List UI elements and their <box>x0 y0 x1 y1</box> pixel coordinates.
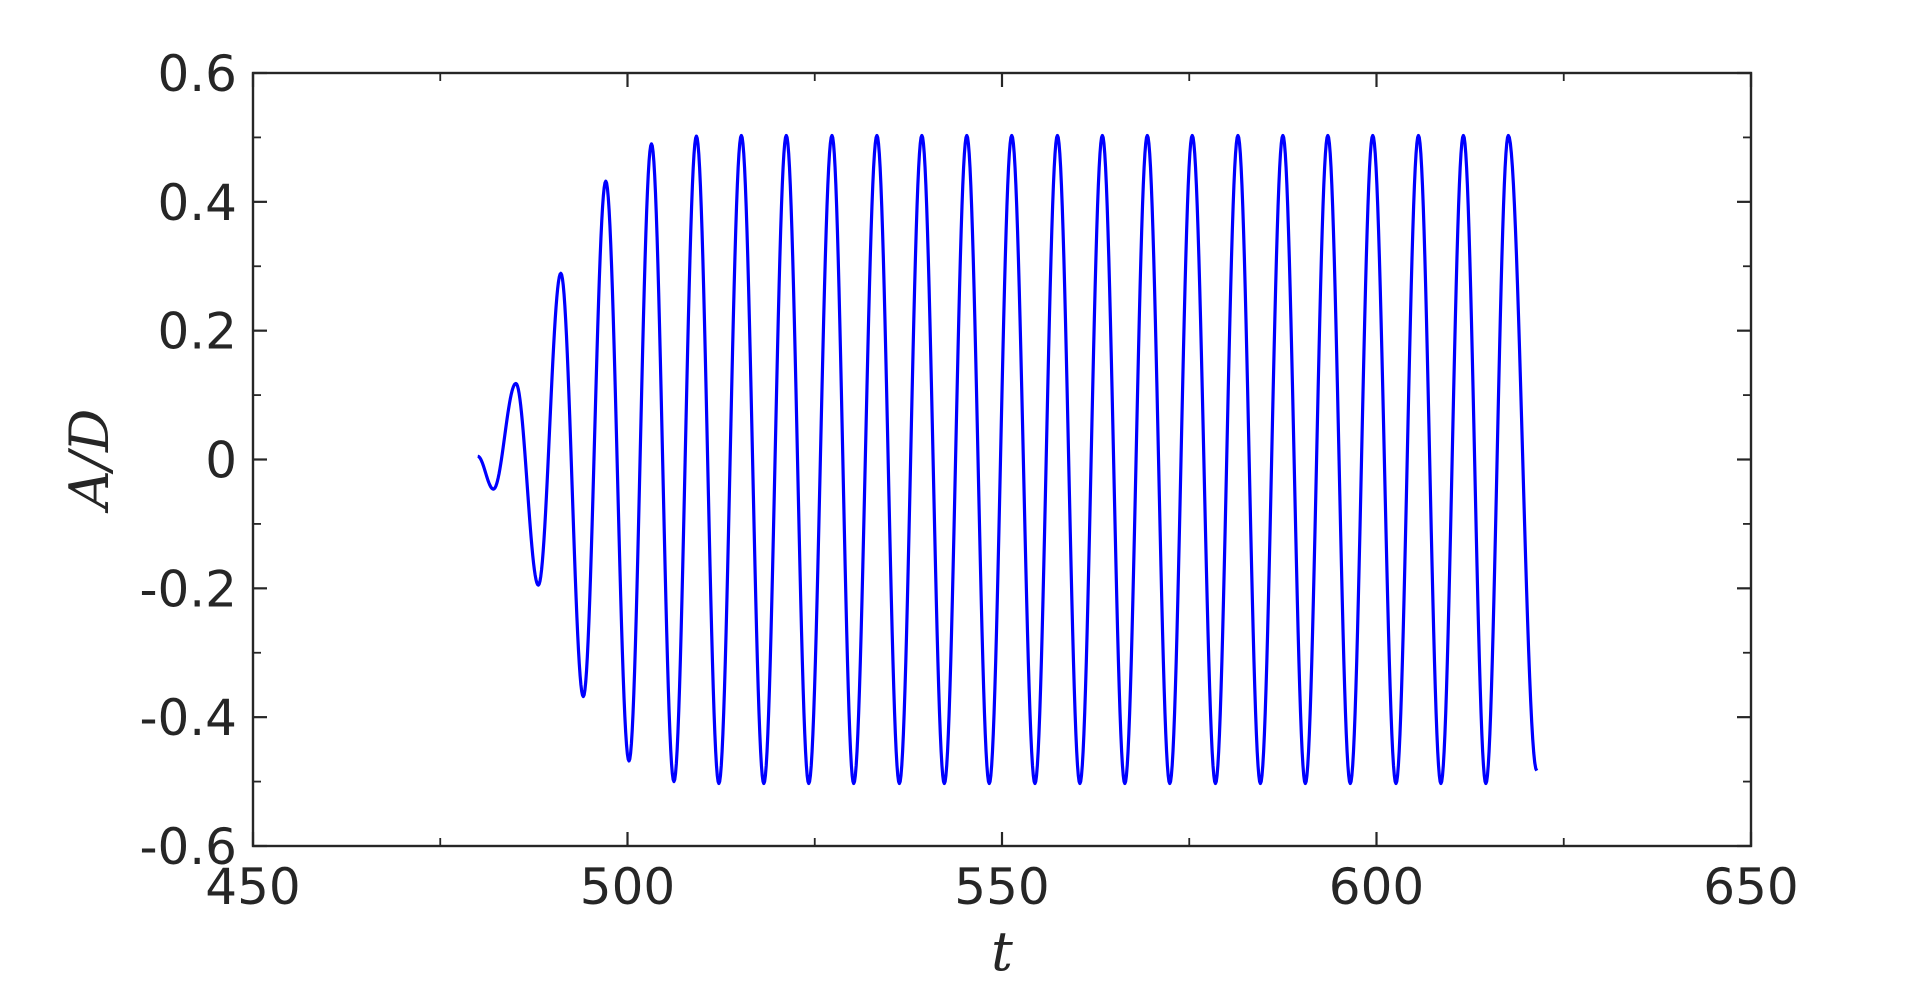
x-tick-label: 500 <box>580 858 675 916</box>
y-tick-label: 0.6 <box>157 45 237 103</box>
y-tick-label: 0 <box>205 432 237 490</box>
y-tick-label: 0.2 <box>157 303 237 361</box>
series-line-0 <box>476 133 1539 786</box>
x-tick-label: 550 <box>954 858 1049 916</box>
y-tick-label: -0.6 <box>139 818 237 876</box>
x-tick-label: 600 <box>1329 858 1424 916</box>
y-tick-label: -0.2 <box>139 560 237 618</box>
tick-labels: 450 500 550 600 650 -0.6 -0.4 -0.2 0 0.2 0.4 0.6 <box>139 45 1798 916</box>
x-tick-label: 450 <box>205 858 300 916</box>
x-tick-label: 650 <box>1703 858 1798 916</box>
y-tick-label: -0.4 <box>139 689 237 747</box>
series-layer <box>476 133 1539 786</box>
y-axis-label: A/D <box>58 409 121 515</box>
plot-frame <box>251 71 1753 848</box>
x-axis-label: t <box>991 920 1013 983</box>
y-tick-label: 0.4 <box>157 174 237 232</box>
